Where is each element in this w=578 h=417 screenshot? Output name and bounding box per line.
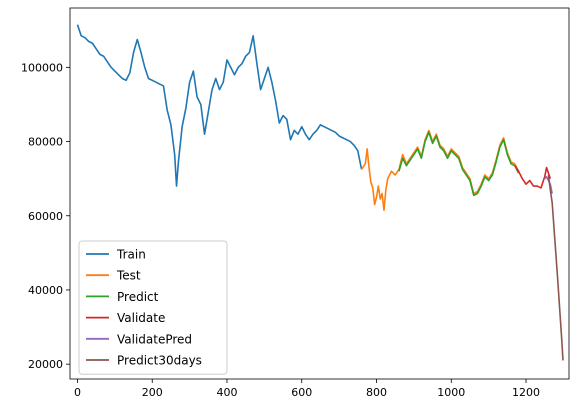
y-tick-label: 60000 (28, 210, 63, 223)
y-tick-label: 20000 (28, 358, 63, 371)
x-tick-label: 1200 (512, 386, 540, 399)
y-tick-label: 40000 (28, 284, 63, 297)
legend-label-predict30days: Predict30days (117, 354, 202, 368)
axes-layer: 0 200 400 600 800 1000 1200 20000 40000 60000 8000… (21, 61, 540, 399)
legend-label-validate: Validate (117, 311, 165, 325)
legend-label-test: Test (116, 269, 141, 283)
y-tick-label: 100000 (21, 61, 63, 74)
series-line-test (360, 129, 520, 211)
legend-box (78, 240, 228, 375)
x-tick-label: 600 (291, 386, 312, 399)
series-line-validate (514, 165, 552, 189)
legend: Train Test Predict Validate ValidatePred Pred… (78, 240, 228, 375)
x-tick-label: 800 (366, 386, 387, 399)
x-tick-label: 0 (74, 386, 81, 399)
series-line-train (76, 24, 363, 187)
x-tick-label: 1000 (437, 386, 465, 399)
x-tick-label: 200 (142, 386, 163, 399)
plot-frame (69, 7, 570, 380)
series-layer (76, 24, 564, 361)
legend-label-predict: Predict (117, 290, 159, 304)
legend-label-train: Train (116, 248, 146, 262)
x-tick-label: 400 (216, 386, 237, 399)
legend-label-validatepred: ValidatePred (117, 332, 192, 346)
series-line-predict (398, 131, 520, 197)
series-line-predict30days (547, 174, 564, 361)
y-tick-label: 80000 (28, 136, 63, 149)
